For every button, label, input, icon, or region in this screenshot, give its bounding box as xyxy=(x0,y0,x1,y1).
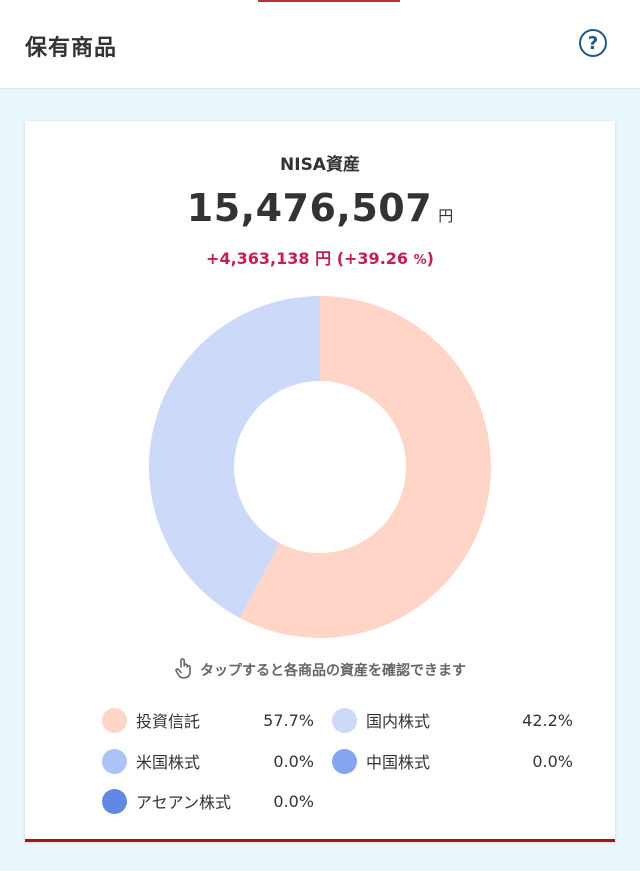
asset-type-label: NISA資産 xyxy=(280,155,360,175)
tap-hint-text: タップすると各商品の資産を確認できます xyxy=(200,663,466,679)
legend-label: 国内株式 xyxy=(366,712,431,731)
legend-label: アセアン株式 xyxy=(136,793,232,812)
total-asset-unit: 円 xyxy=(438,207,454,225)
donut-slice-1[interactable] xyxy=(149,296,320,619)
card-bottom-border xyxy=(25,839,615,842)
legend-item-asean-stocks[interactable]: アセアン株式 0.0% xyxy=(102,787,314,815)
tap-hint: タップすると各商品の資産を確認できます xyxy=(0,657,640,680)
header-bar: 保有商品 ? xyxy=(0,0,640,89)
total-asset-row: 15,476,507 円 xyxy=(0,186,640,230)
legend-label: 投資信託 xyxy=(136,712,201,731)
legend-dot xyxy=(332,748,357,774)
gain-row: +4,363,138 円 (+39.26 %) xyxy=(0,245,640,269)
legend-dot xyxy=(332,707,357,733)
legend-item-domestic-stocks[interactable]: 国内株式 42.2% xyxy=(332,706,573,734)
legend-label: 米国株式 xyxy=(136,753,201,772)
legend-value: 0.0% xyxy=(273,791,314,811)
legend-value: 0.0% xyxy=(273,751,314,771)
legend-value: 0.0% xyxy=(532,751,573,771)
legend-item-us-stocks[interactable]: 米国株式 0.0% xyxy=(102,747,314,775)
gain-value: +4,363,138 xyxy=(206,249,310,268)
help-icon[interactable]: ? xyxy=(579,29,607,57)
legend-value: 42.2% xyxy=(522,710,573,730)
legend-item-investment-trust[interactable]: 投資信託 57.7% xyxy=(102,706,314,734)
total-asset-value: 15,476,507 xyxy=(186,186,433,230)
gain-percent: +39.26 xyxy=(344,249,409,268)
gain-close-paren: ) xyxy=(426,249,434,268)
page-title: 保有商品 xyxy=(25,36,118,61)
donut-slice-0[interactable] xyxy=(239,296,492,638)
tap-hand-icon xyxy=(175,658,191,679)
legend-label: 中国株式 xyxy=(366,753,431,772)
active-tab-indicator xyxy=(258,0,400,2)
legend-value: 57.7% xyxy=(263,710,314,730)
legend-dot xyxy=(102,788,127,814)
legend-item-china-stocks[interactable]: 中国株式 0.0% xyxy=(332,747,573,775)
gain-unit: 円 xyxy=(315,249,332,268)
asset-donut-chart[interactable] xyxy=(148,295,492,639)
legend-dot xyxy=(102,707,127,733)
legend-dot xyxy=(102,748,127,774)
gain-percent-unit: % xyxy=(413,253,427,268)
gain-open-paren: ( xyxy=(336,249,345,268)
